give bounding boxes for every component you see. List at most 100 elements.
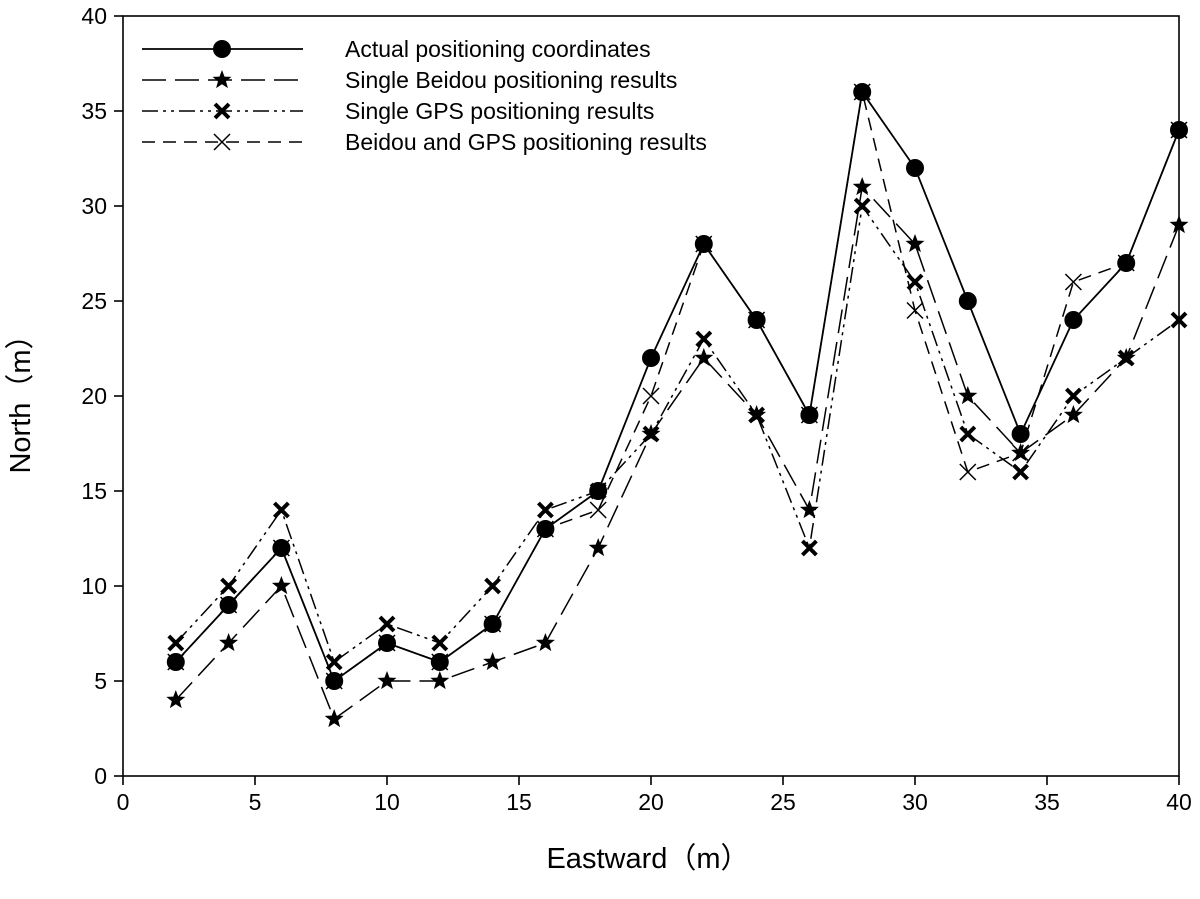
y-tick-label: 0 (94, 763, 107, 789)
x-tick-label: 15 (506, 789, 532, 815)
data-point (1064, 387, 1082, 405)
y-tick-label: 35 (81, 98, 107, 124)
data-point (1064, 273, 1082, 291)
data-point (1170, 311, 1188, 329)
data-point (166, 690, 186, 709)
data-point (219, 596, 238, 614)
data-point (642, 349, 660, 367)
x-tick-label: 35 (1034, 789, 1060, 815)
data-point (852, 177, 872, 196)
legend-label: Single GPS positioning results (345, 98, 654, 124)
y-tick-label: 40 (81, 3, 107, 29)
data-point (536, 501, 554, 519)
legend-marker (212, 70, 232, 89)
x-axis-title: Eastward（m） (546, 843, 749, 875)
data-point (377, 671, 397, 690)
data-point (378, 615, 396, 633)
series-layer (166, 83, 1189, 728)
data-point (695, 330, 713, 348)
x-tick-label: 5 (249, 789, 262, 815)
data-point (430, 671, 450, 690)
legend-label: Beidou and GPS positioning results (345, 129, 707, 155)
legend-marker (213, 40, 231, 58)
data-point (959, 425, 977, 443)
data-point (1169, 215, 1189, 234)
data-point (694, 235, 713, 253)
data-point (1063, 405, 1083, 424)
data-point (694, 348, 714, 367)
legend-item: Actual positioning coordinates (142, 36, 651, 62)
data-point (1116, 348, 1136, 367)
data-point (484, 577, 502, 595)
data-point (1011, 443, 1031, 462)
legend-label: Single Beidou positioning results (345, 67, 677, 93)
data-point (589, 501, 607, 519)
data-point (220, 577, 238, 595)
data-point (272, 501, 290, 519)
y-tick-label: 5 (94, 668, 107, 694)
data-point (536, 520, 555, 538)
legend-item: Single Beidou positioning results (142, 67, 677, 93)
legend: Actual positioning coordinates Single Bei… (142, 36, 707, 155)
data-point (271, 576, 291, 595)
data-point (642, 387, 660, 405)
data-point (219, 633, 239, 652)
data-point (959, 463, 977, 481)
legend-marker (213, 133, 231, 151)
data-point (800, 539, 818, 557)
series-line (175, 185, 1180, 721)
data-point (906, 301, 924, 320)
data-point (641, 424, 661, 443)
data-point (588, 538, 608, 557)
x-tick-label: 20 (638, 789, 664, 815)
data-point (1117, 254, 1136, 272)
series-line (175, 204, 1180, 664)
data-point (483, 652, 503, 671)
data-point (905, 234, 925, 253)
data-point (589, 482, 608, 500)
x-tick-label: 10 (374, 789, 400, 815)
y-tick-label: 30 (81, 193, 107, 219)
data-point (747, 311, 766, 329)
data-point (799, 500, 819, 519)
data-point (1012, 463, 1030, 481)
y-tick-label: 15 (81, 478, 107, 504)
data-point (325, 672, 344, 690)
series-line (175, 91, 1180, 683)
data-point (378, 634, 396, 652)
data-point (958, 386, 978, 405)
data-point (325, 653, 343, 671)
series-1 (166, 83, 1188, 690)
x-tick-label: 30 (902, 789, 928, 815)
data-point (958, 292, 977, 310)
data-point (272, 539, 291, 557)
legend-label: Actual positioning coordinates (345, 36, 651, 62)
x-tick-label: 0 (117, 789, 130, 815)
data-point (167, 634, 185, 652)
legend-item: Single GPS positioning results (142, 98, 654, 124)
data-point (166, 653, 185, 671)
y-tick-label: 25 (81, 288, 107, 314)
x-tick-label: 25 (770, 789, 796, 815)
data-point (431, 634, 449, 652)
data-point (853, 197, 871, 215)
y-tick-label: 20 (81, 383, 107, 409)
data-point (800, 406, 819, 424)
data-point (430, 653, 449, 671)
data-point (483, 615, 502, 633)
data-point (747, 405, 767, 424)
data-point (906, 159, 924, 177)
x-tick-label: 40 (1166, 789, 1192, 815)
tick-labels: 0 5 10 15 20 25 30 35 40 0 5 10 15 20 25 30 35 40 (81, 3, 1191, 815)
series-2 (166, 177, 1189, 728)
series-4 (167, 83, 1188, 690)
data-point (906, 273, 924, 291)
legend-item: Beidou and GPS positioning results (142, 129, 707, 155)
data-point (535, 633, 555, 652)
legend-marker (213, 102, 231, 120)
data-point (1011, 425, 1030, 443)
y-axis-title: North（m） (5, 320, 37, 473)
axis-ticks (114, 15, 1180, 785)
series-3 (167, 197, 1188, 671)
data-point (324, 709, 344, 728)
